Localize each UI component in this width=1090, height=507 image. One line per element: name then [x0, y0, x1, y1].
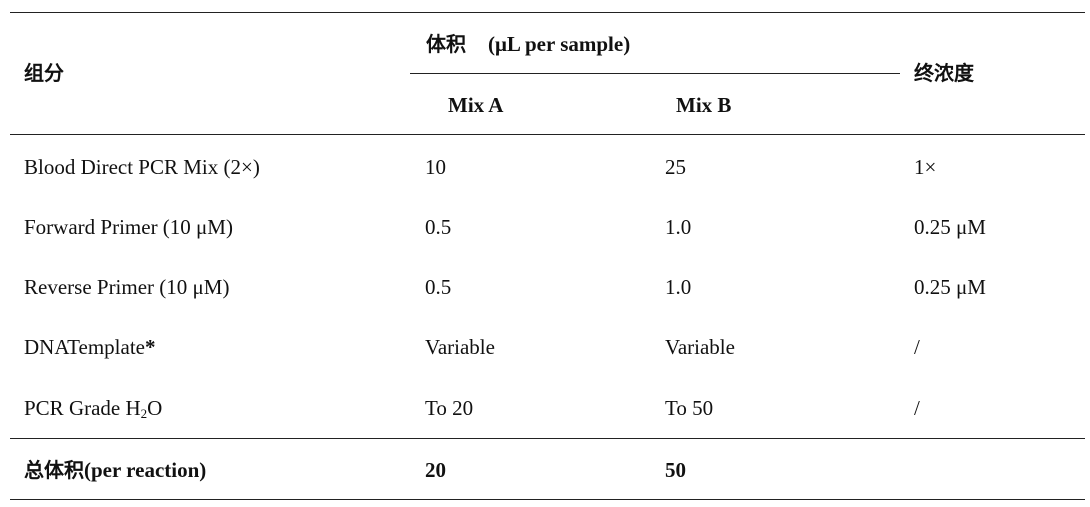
- header-bottom-rule: [10, 134, 1085, 135]
- total-mix-a: 20: [425, 458, 446, 482]
- row-2-mix-a: 0.5: [425, 215, 452, 239]
- row-4-mix-b: Variable: [665, 335, 735, 359]
- component-header: 组分: [24, 61, 64, 85]
- row-3-final: 0.25 μM: [914, 275, 986, 299]
- row-1-final: 1×: [914, 155, 937, 179]
- row-5-component-post: O: [147, 396, 163, 420]
- mix-b-header: Mix B: [676, 93, 732, 117]
- row-4-mix-a: Variable: [425, 335, 495, 359]
- row-5-component: PCR Grade H2O: [24, 396, 162, 420]
- row-2-component: Forward Primer (10 μM): [24, 215, 233, 239]
- volume-header-unit: (μL per sample): [488, 32, 631, 56]
- total-mix-b: 50: [665, 458, 686, 482]
- volume-group-rule: [410, 73, 900, 74]
- total-top-rule: [10, 438, 1085, 439]
- volume-header: 体积 (μL per sample): [426, 32, 630, 56]
- row-4-component-text: DNATemplate: [24, 335, 145, 359]
- row-5-final: /: [914, 396, 920, 420]
- row-2-mix-b: 1.0: [665, 215, 692, 239]
- row-5-mix-b: To 50: [665, 396, 714, 420]
- bottom-rule: [10, 499, 1085, 500]
- row-5-mix-a: To 20: [425, 396, 474, 420]
- final-concentration-header: 终浓度: [914, 61, 974, 85]
- mix-a-header: Mix A: [448, 93, 504, 117]
- row-4-component: DNATemplate*: [24, 335, 156, 359]
- row-1-mix-a: 10: [425, 155, 446, 179]
- volume-header-cjk: 体积: [426, 32, 466, 56]
- row-4-final: /: [914, 335, 920, 359]
- total-label: 总体积(per reaction): [24, 458, 206, 482]
- top-rule: [10, 12, 1085, 13]
- footnote-asterisk: *: [145, 335, 156, 359]
- component-volume-table: 组分 体积 (μL per sample) Mix A Mix B 终浓度 Blo…: [10, 12, 1085, 500]
- total-label-en: (per reaction): [84, 458, 207, 482]
- row-5-component-subscript: 2: [140, 406, 148, 421]
- row-1-mix-b: 25: [665, 155, 686, 179]
- row-5-component-pre: PCR Grade H: [24, 396, 141, 420]
- row-3-component: Reverse Primer (10 μM): [24, 275, 230, 299]
- row-1-component: Blood Direct PCR Mix (2×): [24, 155, 260, 179]
- row-3-mix-b: 1.0: [665, 275, 692, 299]
- row-2-final: 0.25 μM: [914, 215, 986, 239]
- row-3-mix-a: 0.5: [425, 275, 452, 299]
- total-label-cjk: 总体积: [24, 458, 84, 482]
